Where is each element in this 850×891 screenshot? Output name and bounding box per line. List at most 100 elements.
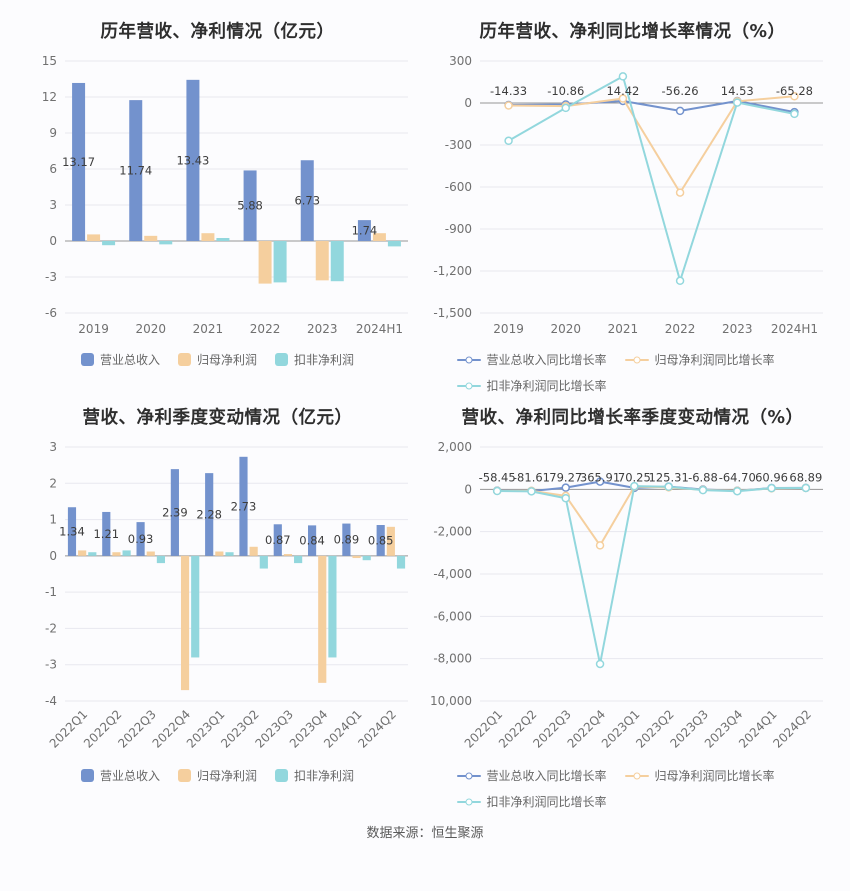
bar-value-label: 5.88 <box>237 199 263 213</box>
bar <box>386 526 395 556</box>
legend-label: 营业总收入同比增长率 <box>486 769 607 783</box>
bar <box>67 507 77 556</box>
bar <box>300 160 314 241</box>
bar-value-label: 1.34 <box>59 525 85 539</box>
bar <box>136 522 145 556</box>
y-tick-label: 0 <box>464 482 472 496</box>
annual-values-bar-chart: 15 12 9 6 3 0 -3 -6 2019 2020 2021 2022 2023 2024H1 13… <box>42 54 408 336</box>
y-tick-label: 2,000 <box>438 440 472 454</box>
y-tick-label: 2 <box>49 476 57 490</box>
chart-title-annual-growth: 历年营收、净利同比增长率情况（%） <box>479 22 786 42</box>
legend-item[interactable]: 扣非净利润 <box>275 767 354 784</box>
bar-value-label: 13.43 <box>176 153 209 167</box>
bar <box>87 234 101 241</box>
legend-label: 营业总收入 <box>99 353 160 367</box>
bar <box>180 555 190 691</box>
chart-title-quarterly-values: 营收、净利季度变动情况（亿元） <box>82 408 353 428</box>
bar <box>102 511 111 556</box>
bar <box>387 241 401 247</box>
bar <box>159 241 173 245</box>
legend-label: 扣非净利润 <box>294 769 355 783</box>
legend-quarterly-values: 营业总收入 归母净利润 扣非净利润 <box>80 767 354 784</box>
legend-marker-dot <box>465 798 472 805</box>
data-point-marker <box>618 72 628 81</box>
bar <box>122 550 131 556</box>
y-tick-label: -3 <box>45 270 57 284</box>
legend-item[interactable]: 归母净利润 <box>177 767 257 784</box>
y-tick-label: 15 <box>42 54 57 68</box>
data-source-caption: 数据来源：恒生聚源 <box>366 826 484 841</box>
data-point-marker <box>618 94 628 103</box>
bar <box>191 555 200 658</box>
legend-swatch <box>177 353 191 366</box>
legend-item[interactable]: 扣非净利润 <box>275 351 354 368</box>
bar <box>362 555 371 561</box>
data-point-marker <box>561 483 570 492</box>
bar-value-label: 2.28 <box>196 507 222 521</box>
bar <box>216 238 230 241</box>
line-value-label: 60.96 <box>755 470 788 484</box>
bar-value-label: 2.73 <box>231 499 257 513</box>
y-tick-label: 0 <box>49 234 57 248</box>
legend-item[interactable]: 扣非净利润同比增长率 <box>456 377 607 394</box>
bar-value-label: 1.74 <box>352 224 378 238</box>
y-tick-label: 300 <box>449 54 472 68</box>
y-tick-label: -900 <box>445 222 472 236</box>
bar <box>258 241 272 284</box>
line-value-label: -65.28 <box>776 84 813 98</box>
data-point-marker <box>630 481 639 491</box>
y-tick-label: -6 <box>45 306 57 320</box>
y-tick-label: -4 <box>45 694 57 708</box>
legend-item[interactable]: 营业总收入 <box>80 351 160 368</box>
legend-item[interactable]: 营业总收入同比增长率 <box>456 351 607 368</box>
y-tick-label: -2,000 <box>433 525 472 539</box>
data-point-marker <box>675 106 685 116</box>
panel-annual-values: 历年营收、净利情况（亿元） 15 12 9 6 3 0 -3 -6 2019 2020 2021 20… <box>15 14 420 394</box>
bar <box>308 525 317 556</box>
bar <box>328 555 337 658</box>
bar <box>72 82 86 242</box>
y-tick-label: -10,000 <box>430 694 472 708</box>
annual-growth-line-chart: 300 0 -300 -600 -900 -1,200 -1,500 2019 2020 2021… <box>433 54 823 336</box>
legend-item[interactable]: 营业总收入同比增长率 <box>456 767 607 784</box>
bar <box>88 552 97 556</box>
data-point-marker <box>733 98 742 107</box>
data-point-marker <box>492 486 502 496</box>
quarterly-values-bar-chart: 3210-1-2-3-42022Q12022Q22022Q32022Q42023… <box>45 440 408 751</box>
bar-value-label: 1.21 <box>93 527 119 541</box>
y-tick-label: -2 <box>45 621 57 635</box>
legend-item[interactable]: 营业总收入 <box>80 767 160 784</box>
bar <box>342 523 351 556</box>
y-tick-label: 9 <box>49 126 57 140</box>
data-point-marker <box>664 482 673 492</box>
series-line <box>497 485 806 547</box>
bar <box>396 555 406 569</box>
legend-item[interactable]: 归母净利润 <box>177 351 257 368</box>
legend-item[interactable]: 扣非净利润同比增长率 <box>456 793 607 810</box>
bar-value-label: 6.73 <box>294 194 320 208</box>
line-value-label: 79.27 <box>549 470 582 484</box>
bar <box>318 555 327 683</box>
legend-quarterly-growth: 营业总收入同比增长率 归母净利润同比增长率 扣非净利润同比增长率 <box>456 767 809 810</box>
legend-item[interactable]: 归母净利润同比增长率 <box>624 767 775 784</box>
legend-marker-dot <box>633 356 641 363</box>
bar <box>283 554 293 556</box>
panel-quarterly-values: 营收、净利季度变动情况（亿元） 3 2 1 0 -1 -2 -3 -4 2022Q1 2022Q2… <box>15 400 420 810</box>
line-value-label: -58.45 <box>479 470 516 484</box>
data-point-marker <box>801 483 811 493</box>
line-value-label: 70.25 <box>618 470 651 484</box>
line-value-label: 14.42 <box>606 84 639 98</box>
series-line <box>497 485 806 665</box>
bar <box>273 524 282 556</box>
x-tick-label: 2023 <box>722 322 753 336</box>
legend-item[interactable]: 归母净利润同比增长率 <box>624 351 775 368</box>
bar <box>170 469 179 556</box>
legend-line-marker <box>456 356 481 363</box>
bar <box>146 551 155 556</box>
x-tick-label: 2021 <box>608 322 639 336</box>
x-tick-label: 2024H1 <box>356 322 403 336</box>
legend-marker-dot <box>633 772 641 779</box>
panel-quarterly-growth: 营收、净利同比增长率季度变动情况（%） 2,000 0 -2,000 -4,000 -6… <box>430 400 835 810</box>
y-tick-label: -1,500 <box>433 306 472 320</box>
